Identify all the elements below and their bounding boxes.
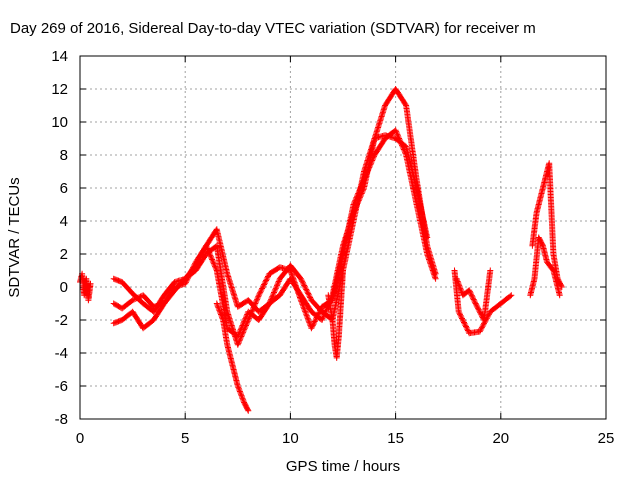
data-markers bbox=[527, 234, 563, 299]
y-tick-label: 6 bbox=[60, 180, 68, 197]
series-trace-c bbox=[110, 132, 431, 340]
y-tick-label: 2 bbox=[60, 246, 68, 263]
data-markers bbox=[325, 267, 346, 361]
chart-title: Day 269 of 2016, Sidereal Day-to-day VTE… bbox=[10, 20, 536, 37]
x-tick-label: 15 bbox=[387, 430, 404, 447]
y-tick-label: 4 bbox=[60, 213, 68, 230]
series-segment-0 bbox=[77, 270, 94, 304]
series-segment-18-20 bbox=[451, 267, 515, 337]
y-axis-label: SDTVAR / TECUs bbox=[6, 177, 23, 297]
y-tick-label: 0 bbox=[60, 279, 68, 296]
y-tick-label: 12 bbox=[51, 81, 68, 98]
y-tick-label: -6 bbox=[55, 378, 68, 395]
y-tick-label: 14 bbox=[51, 48, 68, 65]
series-segment-18-19-upper bbox=[453, 267, 494, 323]
series-segment-21-23-lower bbox=[527, 234, 563, 299]
series-dip-12 bbox=[325, 267, 346, 361]
y-tick-label: 10 bbox=[51, 114, 68, 131]
grid-lines bbox=[80, 56, 606, 419]
x-tick-label: 5 bbox=[181, 430, 189, 447]
axis-ticks: 0 5 10 15 20 25 -8 -6 -4 -2 0 2 4 6 8 10 12 14 bbox=[51, 48, 614, 447]
data-markers bbox=[453, 267, 494, 323]
x-tick-label: 25 bbox=[598, 430, 615, 447]
data-points bbox=[77, 86, 565, 414]
plot-frame bbox=[79, 55, 607, 420]
x-tick-label: 20 bbox=[492, 430, 509, 447]
series-trace-b bbox=[110, 127, 439, 348]
data-markers bbox=[77, 270, 94, 304]
data-markers bbox=[213, 300, 252, 414]
data-markers bbox=[529, 160, 565, 290]
series-segment-21-23 bbox=[529, 160, 565, 290]
y-tick-label: -8 bbox=[55, 411, 68, 428]
x-tick-label: 0 bbox=[76, 430, 84, 447]
x-tick-label: 10 bbox=[282, 430, 299, 447]
x-axis-label: GPS time / hours bbox=[286, 458, 400, 475]
y-tick-label: -2 bbox=[55, 312, 68, 329]
y-tick-label: -4 bbox=[55, 345, 68, 362]
y-tick-label: 8 bbox=[60, 147, 68, 164]
data-markers bbox=[110, 132, 431, 340]
series-dip-7-8 bbox=[213, 300, 252, 414]
data-markers bbox=[451, 267, 515, 337]
data-markers bbox=[110, 127, 439, 348]
